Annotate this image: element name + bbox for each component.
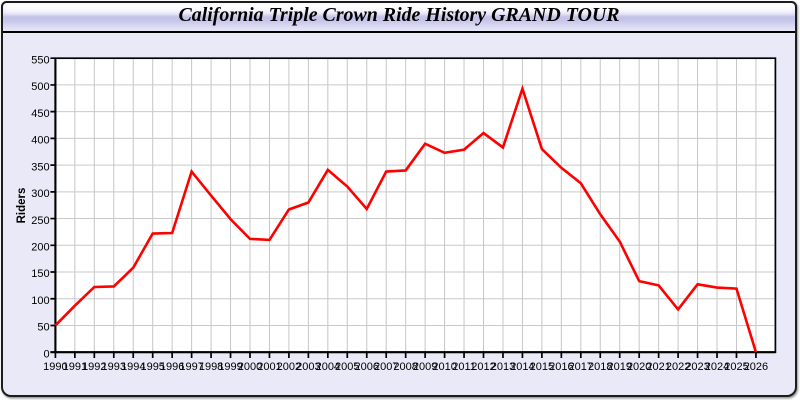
svg-text:2015: 2015 (530, 361, 554, 373)
svg-text:2010: 2010 (432, 361, 456, 373)
svg-text:50: 50 (37, 322, 49, 334)
svg-text:1999: 1999 (218, 361, 242, 373)
svg-text:2026: 2026 (744, 361, 768, 373)
svg-text:2004: 2004 (316, 361, 340, 373)
svg-text:1997: 1997 (179, 361, 203, 373)
svg-text:450: 450 (31, 108, 49, 120)
svg-text:2001: 2001 (257, 361, 281, 373)
svg-text:1992: 1992 (82, 361, 106, 373)
svg-text:2000: 2000 (238, 361, 262, 373)
svg-text:1990: 1990 (43, 361, 67, 373)
svg-text:2008: 2008 (393, 361, 417, 373)
svg-text:2003: 2003 (296, 361, 320, 373)
svg-text:2023: 2023 (685, 361, 709, 373)
svg-text:1994: 1994 (121, 361, 145, 373)
svg-text:1993: 1993 (102, 361, 126, 373)
svg-text:2002: 2002 (277, 361, 301, 373)
svg-text:2019: 2019 (607, 361, 631, 373)
svg-text:2005: 2005 (335, 361, 359, 373)
svg-text:2013: 2013 (491, 361, 515, 373)
svg-text:Riders: Riders (16, 188, 28, 224)
svg-text:1991: 1991 (63, 361, 87, 373)
svg-text:400: 400 (31, 135, 49, 147)
svg-text:350: 350 (31, 161, 49, 173)
svg-text:100: 100 (31, 295, 49, 307)
svg-text:200: 200 (31, 241, 49, 253)
svg-text:2012: 2012 (471, 361, 495, 373)
svg-text:2006: 2006 (355, 361, 379, 373)
svg-text:550: 550 (31, 54, 49, 66)
svg-text:1995: 1995 (140, 361, 164, 373)
svg-text:2014: 2014 (510, 361, 534, 373)
svg-text:1996: 1996 (160, 361, 184, 373)
svg-text:2016: 2016 (549, 361, 573, 373)
svg-text:0: 0 (43, 348, 49, 360)
svg-text:150: 150 (31, 268, 49, 280)
svg-text:1998: 1998 (199, 361, 223, 373)
svg-text:2018: 2018 (588, 361, 612, 373)
svg-text:2007: 2007 (374, 361, 398, 373)
svg-text:250: 250 (31, 215, 49, 227)
svg-text:2017: 2017 (569, 361, 593, 373)
svg-text:2009: 2009 (413, 361, 437, 373)
svg-text:300: 300 (31, 188, 49, 200)
svg-text:2022: 2022 (666, 361, 690, 373)
svg-text:2011: 2011 (452, 361, 476, 373)
svg-text:2020: 2020 (627, 361, 651, 373)
svg-text:2024: 2024 (705, 361, 729, 373)
svg-text:500: 500 (31, 81, 49, 93)
svg-text:2025: 2025 (724, 361, 748, 373)
svg-text:2021: 2021 (646, 361, 670, 373)
